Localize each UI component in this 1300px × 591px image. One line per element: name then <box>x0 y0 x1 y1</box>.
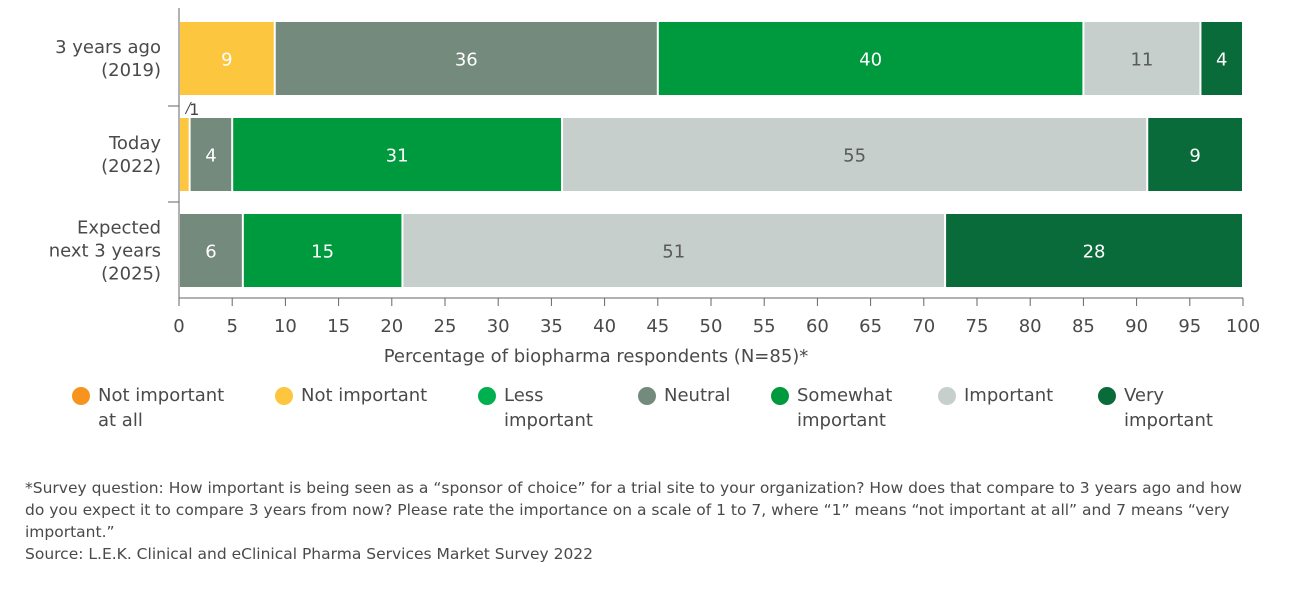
legend-swatch <box>771 387 789 405</box>
x-tick-label: 45 <box>646 316 669 337</box>
legend-label: Not important <box>301 385 428 406</box>
data-label: 36 <box>455 50 478 71</box>
legend-swatch <box>938 387 956 405</box>
category-label: (2022) <box>101 156 161 177</box>
x-tick-label: 20 <box>380 316 403 337</box>
bar-segment <box>658 22 1083 95</box>
category-label: Expected <box>77 218 161 239</box>
x-tick-label: 40 <box>593 316 616 337</box>
legend-item: Very important <box>1098 383 1238 433</box>
data-label: 9 <box>1189 146 1200 167</box>
bar-segment <box>403 214 945 287</box>
legend-swatch <box>275 387 293 405</box>
bar-segment <box>275 22 657 95</box>
legend-label: Very important <box>1124 385 1213 431</box>
data-label: 55 <box>843 146 866 167</box>
data-label: 4 <box>205 146 216 167</box>
x-axis-title: Percentage of biopharma respondents (N=8… <box>384 346 809 367</box>
bar-segment <box>180 22 274 95</box>
x-tick-label: 0 <box>173 316 184 337</box>
legend-label: Less important <box>504 385 593 431</box>
bar-segment <box>1148 118 1242 191</box>
legend-swatch <box>478 387 496 405</box>
legend-item: Less important <box>478 383 638 433</box>
data-label: 31 <box>386 146 409 167</box>
data-label: 15 <box>311 242 334 263</box>
x-tick-label: 55 <box>753 316 776 337</box>
legend-label: Somewhat important <box>797 385 893 431</box>
bar-segment <box>1201 22 1242 95</box>
x-tick-label: 50 <box>700 316 723 337</box>
x-tick-label: 25 <box>434 316 457 337</box>
bar-segment <box>563 118 1147 191</box>
data-label: 6 <box>205 242 216 263</box>
stacked-bar-chart: 0 5 10 15 20 25 30 35 40 45 50 55 60 65 70 75 80 85 90 95 10… <box>49 8 1260 367</box>
data-label: 28 <box>1083 242 1106 263</box>
bar-segment <box>180 118 189 191</box>
bar-segment <box>190 118 232 191</box>
data-label: 1 <box>189 100 199 119</box>
bar-segment <box>1084 22 1200 95</box>
x-tick-label: 70 <box>912 316 935 337</box>
data-label: 9 <box>221 50 232 71</box>
legend-label: Not important at all <box>98 385 225 431</box>
data-label: 40 <box>859 50 882 71</box>
x-tick-label: 35 <box>540 316 563 337</box>
category-label: (2025) <box>101 264 161 285</box>
x-tick-label: 90 <box>1125 316 1148 337</box>
survey-note: *Survey question: How important is being… <box>25 479 1242 541</box>
legend-item: Not important at all <box>72 383 275 433</box>
x-tick-label: 30 <box>487 316 510 337</box>
legend-item: Neutral <box>638 383 771 433</box>
data-label: 4 <box>1216 50 1227 71</box>
legend-label: Neutral <box>664 385 731 406</box>
x-tick-label: 80 <box>1019 316 1042 337</box>
source-note: Source: L.E.K. Clinical and eClinical Ph… <box>25 545 594 563</box>
x-tick-label: 15 <box>327 316 350 337</box>
bar-segment <box>180 214 242 287</box>
legend-item: Not important <box>275 383 478 433</box>
x-tick-label: 10 <box>274 316 297 337</box>
x-tick-label: 5 <box>226 316 237 337</box>
data-label: 11 <box>1130 50 1153 71</box>
x-tick-label: 95 <box>1178 316 1201 337</box>
category-label: 3 years ago <box>55 37 161 58</box>
category-label: next 3 years <box>49 241 161 262</box>
category-label: (2019) <box>101 60 161 81</box>
x-tick-label: 85 <box>1072 316 1095 337</box>
bar-segment <box>233 118 562 191</box>
legend-swatch <box>638 387 656 405</box>
x-tick-label: 65 <box>859 316 882 337</box>
bar-segment <box>946 214 1242 287</box>
legend-item: Important <box>938 383 1098 433</box>
legend-label: Important <box>964 385 1054 406</box>
bar-segment <box>243 214 402 287</box>
x-tick-label: 60 <box>806 316 829 337</box>
x-tick-label: 75 <box>966 316 989 337</box>
legend-swatch <box>1098 387 1116 405</box>
legend-item: Somewhat important <box>771 383 938 433</box>
leader-line <box>184 101 192 115</box>
data-label: 51 <box>662 242 685 263</box>
x-tick-label: 100 <box>1226 316 1260 337</box>
legend-swatch <box>72 387 90 405</box>
category-label: Today <box>108 133 161 154</box>
legend: Not important at all Not important Less impo… <box>72 383 1238 433</box>
footnotes: *Survey question: How important is being… <box>25 477 1255 565</box>
